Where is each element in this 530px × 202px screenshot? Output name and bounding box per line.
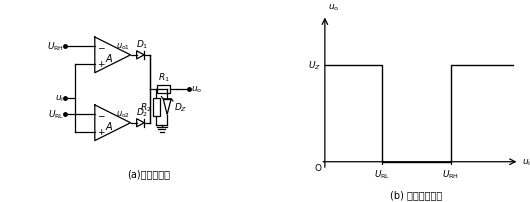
Bar xyxy=(157,85,170,93)
Text: $U_{\rm RL}$: $U_{\rm RL}$ xyxy=(48,108,64,120)
Text: $+$: $+$ xyxy=(98,126,106,136)
Bar xyxy=(153,98,160,116)
Text: O: O xyxy=(314,163,321,172)
Text: $-$: $-$ xyxy=(98,42,106,51)
Text: $U_{\rm RH}$: $U_{\rm RH}$ xyxy=(442,167,460,180)
Text: $D_2$: $D_2$ xyxy=(136,106,148,118)
Text: $u_{\rm o1}$: $u_{\rm o1}$ xyxy=(116,41,130,52)
Text: $U_{\rm RH}$: $U_{\rm RH}$ xyxy=(47,40,64,53)
Text: $u_{\rm i}$: $u_{\rm i}$ xyxy=(55,93,64,103)
Text: $R_1$: $R_1$ xyxy=(158,72,170,84)
Text: A: A xyxy=(106,122,112,132)
Text: $u_{\rm o}$: $u_{\rm o}$ xyxy=(328,2,340,13)
Text: $+$: $+$ xyxy=(98,59,106,68)
Text: $u_{\rm i}$: $u_{\rm i}$ xyxy=(522,157,530,167)
Text: $u_{\rm o}$: $u_{\rm o}$ xyxy=(191,84,202,95)
Text: $D_Z$: $D_Z$ xyxy=(174,101,188,113)
Text: (b) 电压传输特性: (b) 电压传输特性 xyxy=(390,189,443,200)
Text: $-$: $-$ xyxy=(98,110,106,119)
Text: A: A xyxy=(106,54,112,64)
Text: $U_Z$: $U_Z$ xyxy=(308,59,321,72)
Text: $U_{\rm RL}$: $U_{\rm RL}$ xyxy=(374,167,390,180)
Text: $R_2$: $R_2$ xyxy=(140,101,152,113)
Text: $D_1$: $D_1$ xyxy=(136,38,148,51)
Text: (a)窗口比较器: (a)窗口比较器 xyxy=(127,169,170,179)
Text: $u_{\rm o2}$: $u_{\rm o2}$ xyxy=(116,109,130,119)
